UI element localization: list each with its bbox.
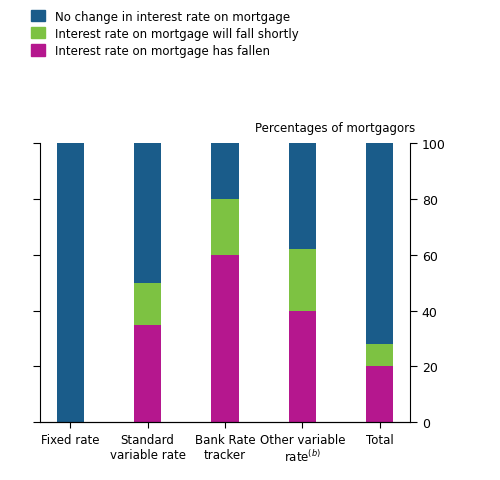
- Bar: [57, 144, 84, 422]
- Bar: [289, 144, 316, 250]
- Bar: [366, 367, 393, 422]
- Bar: [212, 144, 238, 200]
- Bar: [366, 144, 393, 345]
- Bar: [212, 200, 238, 255]
- Text: Percentages of mortgagors: Percentages of mortgagors: [255, 121, 415, 134]
- Legend: No change in interest rate on mortgage, Interest rate on mortgage will fall shor: No change in interest rate on mortgage, …: [31, 11, 298, 58]
- Bar: [134, 283, 161, 325]
- Bar: [212, 255, 238, 422]
- Bar: [289, 250, 316, 311]
- Bar: [366, 345, 393, 367]
- Bar: [289, 311, 316, 422]
- Bar: [134, 144, 161, 283]
- Bar: [134, 325, 161, 422]
